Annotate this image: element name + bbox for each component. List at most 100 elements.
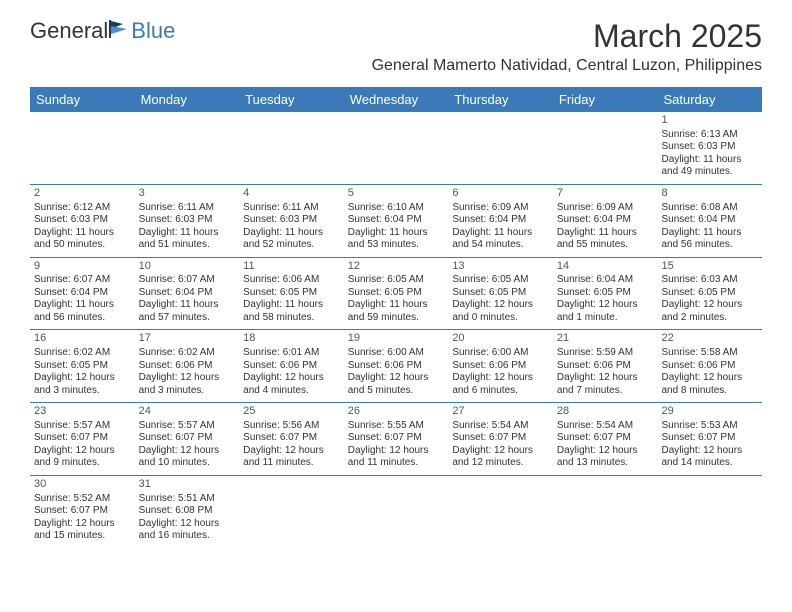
sunset-text: Sunset: 6:07 PM: [661, 432, 758, 445]
day-info: Sunrise: 6:08 AMSunset: 6:04 PMDaylight:…: [661, 202, 758, 252]
sunset-text: Sunset: 6:05 PM: [34, 360, 131, 373]
sunset-text: Sunset: 6:04 PM: [139, 287, 236, 300]
daylight-text: Daylight: 11 hours and 53 minutes.: [348, 227, 445, 252]
day-info: Sunrise: 6:03 AMSunset: 6:05 PMDaylight:…: [661, 274, 758, 324]
sunrise-text: Sunrise: 5:57 AM: [139, 420, 236, 433]
daylight-text: Daylight: 11 hours and 50 minutes.: [34, 227, 131, 252]
daylight-text: Daylight: 12 hours and 10 minutes.: [139, 445, 236, 470]
daylight-text: Daylight: 12 hours and 3 minutes.: [139, 372, 236, 397]
sunrise-text: Sunrise: 5:55 AM: [348, 420, 445, 433]
day-info: Sunrise: 6:11 AMSunset: 6:03 PMDaylight:…: [243, 202, 340, 252]
day-number: 1: [661, 114, 758, 128]
sunrise-text: Sunrise: 6:12 AM: [34, 202, 131, 215]
day-info: Sunrise: 6:02 AMSunset: 6:05 PMDaylight:…: [34, 347, 131, 397]
sunrise-text: Sunrise: 6:06 AM: [243, 274, 340, 287]
day-info: Sunrise: 6:12 AMSunset: 6:03 PMDaylight:…: [34, 202, 131, 252]
dayhead-thursday: Thursday: [448, 87, 553, 112]
sunrise-text: Sunrise: 5:52 AM: [34, 493, 131, 506]
calendar-week: 16Sunrise: 6:02 AMSunset: 6:05 PMDayligh…: [30, 330, 762, 403]
day-info: Sunrise: 6:00 AMSunset: 6:06 PMDaylight:…: [348, 347, 445, 397]
sunrise-text: Sunrise: 5:54 AM: [557, 420, 654, 433]
calendar-day: 24Sunrise: 5:57 AMSunset: 6:07 PMDayligh…: [135, 403, 240, 475]
calendar-day: 18Sunrise: 6:01 AMSunset: 6:06 PMDayligh…: [239, 330, 344, 402]
calendar-day-empty: [344, 112, 449, 184]
day-number: 27: [452, 405, 549, 419]
day-info: Sunrise: 6:07 AMSunset: 6:04 PMDaylight:…: [34, 274, 131, 324]
sunset-text: Sunset: 6:06 PM: [243, 360, 340, 373]
sunset-text: Sunset: 6:04 PM: [452, 214, 549, 227]
dayhead-sunday: Sunday: [30, 87, 135, 112]
calendar-week: 2Sunrise: 6:12 AMSunset: 6:03 PMDaylight…: [30, 185, 762, 258]
sunset-text: Sunset: 6:04 PM: [34, 287, 131, 300]
calendar-day: 26Sunrise: 5:55 AMSunset: 6:07 PMDayligh…: [344, 403, 449, 475]
sunrise-text: Sunrise: 6:10 AM: [348, 202, 445, 215]
dayhead-wednesday: Wednesday: [344, 87, 449, 112]
sunset-text: Sunset: 6:05 PM: [557, 287, 654, 300]
day-number: 30: [34, 478, 131, 492]
sunrise-text: Sunrise: 6:13 AM: [661, 129, 758, 142]
day-info: Sunrise: 6:05 AMSunset: 6:05 PMDaylight:…: [348, 274, 445, 324]
daylight-text: Daylight: 12 hours and 8 minutes.: [661, 372, 758, 397]
daylight-text: Daylight: 11 hours and 55 minutes.: [557, 227, 654, 252]
calendar-day: 15Sunrise: 6:03 AMSunset: 6:05 PMDayligh…: [657, 258, 762, 330]
sunset-text: Sunset: 6:06 PM: [452, 360, 549, 373]
daylight-text: Daylight: 12 hours and 14 minutes.: [661, 445, 758, 470]
sunset-text: Sunset: 6:08 PM: [139, 505, 236, 518]
day-info: Sunrise: 5:57 AMSunset: 6:07 PMDaylight:…: [139, 420, 236, 470]
sunrise-text: Sunrise: 6:05 AM: [348, 274, 445, 287]
daylight-text: Daylight: 11 hours and 56 minutes.: [34, 299, 131, 324]
day-number: 26: [348, 405, 445, 419]
calendar-day: 22Sunrise: 5:58 AMSunset: 6:06 PMDayligh…: [657, 330, 762, 402]
calendar-day-empty: [30, 112, 135, 184]
calendar-day: 19Sunrise: 6:00 AMSunset: 6:06 PMDayligh…: [344, 330, 449, 402]
title-block: March 2025 General Mamerto Natividad, Ce…: [372, 18, 762, 75]
sunrise-text: Sunrise: 6:04 AM: [557, 274, 654, 287]
daylight-text: Daylight: 11 hours and 54 minutes.: [452, 227, 549, 252]
calendar-day-empty: [239, 476, 344, 548]
daylight-text: Daylight: 11 hours and 58 minutes.: [243, 299, 340, 324]
day-info: Sunrise: 5:54 AMSunset: 6:07 PMDaylight:…: [452, 420, 549, 470]
calendar-day-empty: [448, 476, 553, 548]
calendar-day: 29Sunrise: 5:53 AMSunset: 6:07 PMDayligh…: [657, 403, 762, 475]
daylight-text: Daylight: 12 hours and 0 minutes.: [452, 299, 549, 324]
daylight-text: Daylight: 12 hours and 5 minutes.: [348, 372, 445, 397]
header: General Blue March 2025 General Mamerto …: [0, 0, 792, 81]
calendar-day: 12Sunrise: 6:05 AMSunset: 6:05 PMDayligh…: [344, 258, 449, 330]
daylight-text: Daylight: 12 hours and 11 minutes.: [243, 445, 340, 470]
day-number: 24: [139, 405, 236, 419]
daylight-text: Daylight: 12 hours and 13 minutes.: [557, 445, 654, 470]
calendar-day-empty: [344, 476, 449, 548]
day-info: Sunrise: 6:09 AMSunset: 6:04 PMDaylight:…: [557, 202, 654, 252]
calendar-day: 20Sunrise: 6:00 AMSunset: 6:06 PMDayligh…: [448, 330, 553, 402]
day-number: 19: [348, 332, 445, 346]
daylight-text: Daylight: 11 hours and 56 minutes.: [661, 227, 758, 252]
calendar-day-empty: [553, 476, 658, 548]
sunrise-text: Sunrise: 5:53 AM: [661, 420, 758, 433]
calendar-day-empty: [448, 112, 553, 184]
day-info: Sunrise: 6:04 AMSunset: 6:05 PMDaylight:…: [557, 274, 654, 324]
day-info: Sunrise: 5:55 AMSunset: 6:07 PMDaylight:…: [348, 420, 445, 470]
calendar-day: 28Sunrise: 5:54 AMSunset: 6:07 PMDayligh…: [553, 403, 658, 475]
day-info: Sunrise: 6:10 AMSunset: 6:04 PMDaylight:…: [348, 202, 445, 252]
day-number: 28: [557, 405, 654, 419]
calendar-day: 21Sunrise: 5:59 AMSunset: 6:06 PMDayligh…: [553, 330, 658, 402]
sunrise-text: Sunrise: 6:11 AM: [243, 202, 340, 215]
sunrise-text: Sunrise: 6:00 AM: [348, 347, 445, 360]
sunrise-text: Sunrise: 6:09 AM: [452, 202, 549, 215]
day-number: 18: [243, 332, 340, 346]
logo-text-right: Blue: [131, 18, 175, 44]
calendar-day: 3Sunrise: 6:11 AMSunset: 6:03 PMDaylight…: [135, 185, 240, 257]
daylight-text: Daylight: 12 hours and 11 minutes.: [348, 445, 445, 470]
sunrise-text: Sunrise: 6:07 AM: [34, 274, 131, 287]
calendar-day: 31Sunrise: 5:51 AMSunset: 6:08 PMDayligh…: [135, 476, 240, 548]
daylight-text: Daylight: 11 hours and 49 minutes.: [661, 154, 758, 179]
sunrise-text: Sunrise: 6:02 AM: [139, 347, 236, 360]
day-number: 9: [34, 260, 131, 274]
flag-icon: [109, 18, 129, 44]
calendar-day: 2Sunrise: 6:12 AMSunset: 6:03 PMDaylight…: [30, 185, 135, 257]
logo-text-left: General: [30, 18, 108, 44]
calendar-day: 4Sunrise: 6:11 AMSunset: 6:03 PMDaylight…: [239, 185, 344, 257]
day-number: 5: [348, 187, 445, 201]
sunrise-text: Sunrise: 5:51 AM: [139, 493, 236, 506]
day-info: Sunrise: 5:56 AMSunset: 6:07 PMDaylight:…: [243, 420, 340, 470]
